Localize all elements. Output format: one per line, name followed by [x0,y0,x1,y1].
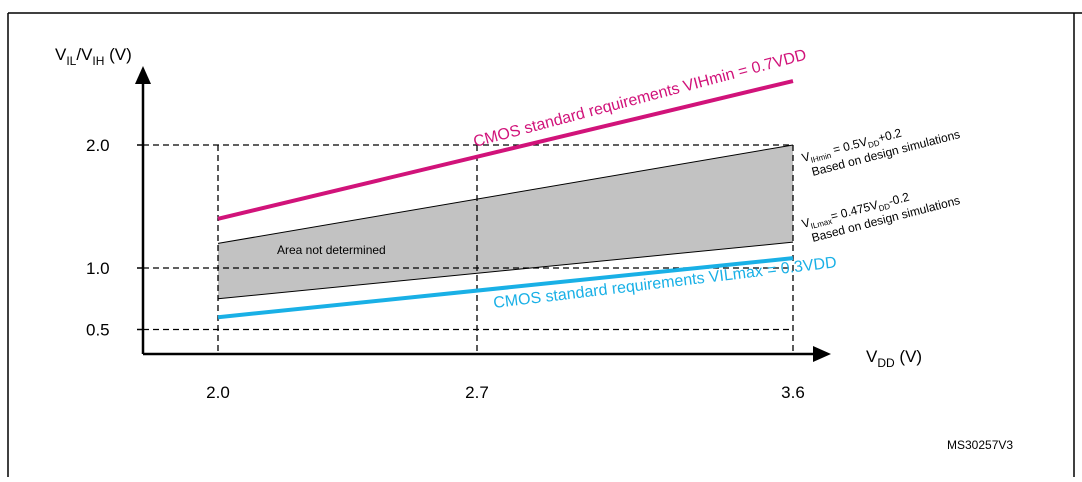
x-axis-arrow-icon [813,346,831,362]
figure-id: MS30257V3 [947,438,1013,452]
y-tick-label: 0.5 [86,321,110,340]
cmos-high-series-line [217,79,794,221]
vihmin-annotation: VIHmin = 0.5VDD+0.2 Based on design simu… [800,126,961,179]
x-axis-title: VDD (V) [866,347,922,370]
tick-layer: 2.0 1.0 0.5 2.0 2.7 3.6 [86,136,805,402]
band-label: Area not determined [277,243,386,257]
y-tick-label: 2.0 [86,136,110,155]
vilmax-annotation: VILmax= 0.475VDD-0.2 Based on design sim… [800,190,961,245]
x-tick-label: 3.6 [781,383,805,402]
band-layer [217,144,794,300]
vihmin-design-line [217,144,794,244]
cmos-high-label: CMOS standard requirements VIHmin = 0.7V… [472,47,809,151]
series-layer [217,79,794,320]
y-axis-title: VIL/VIH (V) [55,45,132,68]
x-tick-label: 2.7 [465,383,489,402]
vilmax-design-line [217,241,794,300]
y-axis-arrow-icon [135,66,151,84]
y-tick-label: 1.0 [86,259,110,278]
x-tick-label: 2.0 [206,383,230,402]
undetermined-area-band [218,145,793,299]
cmos-low-series-line [217,256,794,320]
